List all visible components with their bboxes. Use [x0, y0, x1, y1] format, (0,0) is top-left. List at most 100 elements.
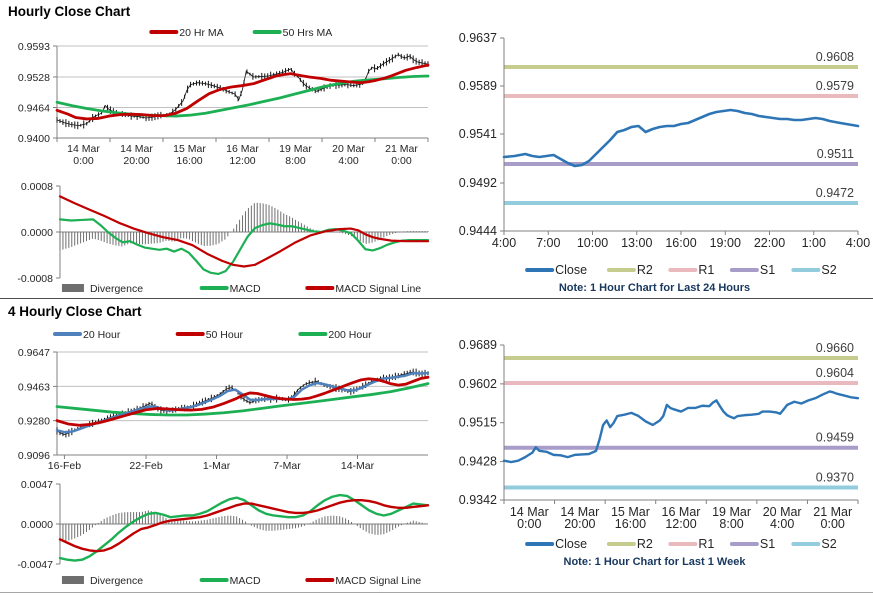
svg-text:14-Mar: 14-Mar [341, 460, 375, 472]
series-close [502, 390, 860, 464]
svg-text:0.9589: 0.9589 [459, 79, 497, 93]
hourly_macd-svg: 0.0008 0.0000 -0.0008 Divergence MACD MACD Si… [17, 181, 430, 295]
svg-text:0.0047: 0.0047 [21, 479, 53, 491]
svg-text:19:00: 19:00 [710, 236, 741, 250]
svg-text:0.9602: 0.9602 [459, 377, 497, 391]
svg-text:S1: S1 [760, 263, 775, 277]
svg-text:0:00: 0:00 [821, 517, 845, 531]
svg-text:16 Mar: 16 Mar [662, 505, 701, 519]
svg-text:0.9459: 0.9459 [816, 431, 854, 445]
svg-text:0.9463: 0.9463 [18, 381, 50, 393]
svg-text:16-Feb: 16-Feb [48, 460, 81, 472]
series-close [502, 108, 860, 168]
svg-text:4:00: 4:00 [338, 155, 359, 167]
series-20-hr-ma [55, 63, 430, 121]
hourly_pivot-svg: 0.9608 0.9579 0.9511 0.9472 0.9637 0.9589 0.95… [459, 31, 870, 277]
svg-text:S2: S2 [821, 263, 836, 277]
svg-text:4:00: 4:00 [846, 236, 870, 250]
svg-text:MACD Signal Line: MACD Signal Line [335, 283, 421, 295]
svg-text:20 Mar: 20 Mar [332, 143, 365, 155]
svg-text:Close: Close [555, 263, 587, 277]
section-title-4hourly: 4 Hourly Close Chart [8, 304, 142, 319]
hourly-price-chart: 0.9593 0.9528 0.9464 0.9400 14 Mar 0:00 14 Mar… [0, 20, 436, 190]
svg-text:MACD Signal Line: MACD Signal Line [335, 575, 421, 587]
svg-text:22-Feb: 22-Feb [129, 460, 162, 472]
svg-text:Close: Close [555, 537, 587, 551]
svg-text:0.9541: 0.9541 [459, 127, 497, 141]
fourhourly-macd-chart: 0.0047 0.0000 -0.0047 Divergence MACD MACD Si… [0, 476, 436, 598]
svg-text:0.9608: 0.9608 [816, 50, 854, 64]
svg-text:Divergence: Divergence [90, 283, 143, 295]
svg-text:0:00: 0:00 [517, 517, 541, 531]
svg-text:0.9689: 0.9689 [459, 338, 497, 352]
fourhourly-price-chart: 0.9647 0.9463 0.9280 0.9096 16-Feb 22-Feb 1-Ma… [0, 322, 436, 474]
section-divider [0, 298, 873, 299]
svg-text:14 Mar: 14 Mar [510, 505, 549, 519]
svg-text:0.9400: 0.9400 [18, 133, 50, 145]
svg-text:0.9428: 0.9428 [459, 455, 497, 469]
svg-text:12:00: 12:00 [665, 517, 696, 531]
series-macd [58, 218, 430, 276]
svg-text:R1: R1 [698, 537, 714, 551]
svg-text:MACD: MACD [230, 283, 261, 295]
series-200-hour [55, 382, 430, 417]
svg-text:8:00: 8:00 [719, 517, 743, 531]
svg-text:0.9528: 0.9528 [18, 72, 50, 84]
svg-text:S1: S1 [760, 537, 775, 551]
series-macd [58, 493, 430, 562]
svg-text:20:00: 20:00 [123, 155, 149, 167]
svg-text:20 Mar: 20 Mar [763, 505, 802, 519]
svg-text:7-Mar: 7-Mar [273, 460, 301, 472]
series-50-hrs-ma [55, 74, 430, 118]
svg-text:0.0000: 0.0000 [21, 519, 53, 531]
svg-text:12:00: 12:00 [229, 155, 255, 167]
page-title: Hourly Close Chart [8, 4, 131, 19]
svg-text:0.9370: 0.9370 [816, 470, 854, 484]
svg-text:0:00: 0:00 [391, 155, 412, 167]
svg-text:0.9464: 0.9464 [18, 102, 50, 114]
svg-text:16 Mar: 16 Mar [226, 143, 259, 155]
note-last-1-week: Note: 1 Hour Chart for Last 1 Week [563, 556, 746, 568]
svg-text:21 Mar: 21 Mar [813, 505, 852, 519]
svg-text:R2: R2 [637, 263, 653, 277]
svg-text:20 Hr MA: 20 Hr MA [179, 27, 223, 39]
svg-text:15 Mar: 15 Mar [611, 505, 650, 519]
fourhourly-pivot-chart: 0.9660 0.9604 0.9459 0.9370 0.9689 0.9602 0.95… [436, 316, 872, 568]
svg-text:R2: R2 [637, 537, 653, 551]
svg-text:50 Hour: 50 Hour [206, 329, 244, 341]
svg-text:Divergence: Divergence [90, 575, 143, 587]
svg-text:16:00: 16:00 [615, 517, 646, 531]
series-50-hour [55, 375, 430, 427]
svg-text:0.9515: 0.9515 [459, 416, 497, 430]
svg-text:0.9637: 0.9637 [459, 31, 497, 45]
fourhourly_pivot-svg: 0.9660 0.9604 0.9459 0.9370 0.9689 0.9602 0.95… [459, 338, 860, 551]
bottom-divider [0, 592, 873, 593]
svg-text:0.9096: 0.9096 [18, 450, 50, 462]
svg-text:0.0000: 0.0000 [21, 227, 53, 239]
note-last-24-hours: Note: 1 Hour Chart for Last 24 Hours [558, 282, 751, 294]
svg-text:200 Hour: 200 Hour [328, 329, 372, 341]
series-macd-signal-line [58, 498, 430, 553]
svg-text:50 Hrs MA: 50 Hrs MA [283, 27, 333, 39]
svg-text:0.9593: 0.9593 [18, 41, 50, 53]
svg-text:16:00: 16:00 [665, 236, 696, 250]
svg-text:0.9280: 0.9280 [18, 416, 50, 428]
svg-text:1:00: 1:00 [802, 236, 826, 250]
svg-text:R1: R1 [698, 263, 714, 277]
svg-text:4:00: 4:00 [492, 236, 516, 250]
svg-text:0.9511: 0.9511 [817, 147, 854, 161]
svg-text:0.9647: 0.9647 [18, 347, 50, 359]
svg-text:0.9342: 0.9342 [459, 493, 497, 507]
svg-text:4:00: 4:00 [770, 517, 794, 531]
svg-text:14 Mar: 14 Mar [120, 143, 153, 155]
svg-text:8:00: 8:00 [285, 155, 306, 167]
svg-text:-0.0047: -0.0047 [17, 559, 53, 571]
svg-text:0.0008: 0.0008 [21, 181, 53, 193]
svg-text:0:00: 0:00 [73, 155, 94, 167]
svg-text:0.9660: 0.9660 [816, 341, 854, 355]
svg-text:0.9444: 0.9444 [459, 224, 497, 238]
svg-text:19 Mar: 19 Mar [279, 143, 312, 155]
svg-text:15 Mar: 15 Mar [173, 143, 206, 155]
